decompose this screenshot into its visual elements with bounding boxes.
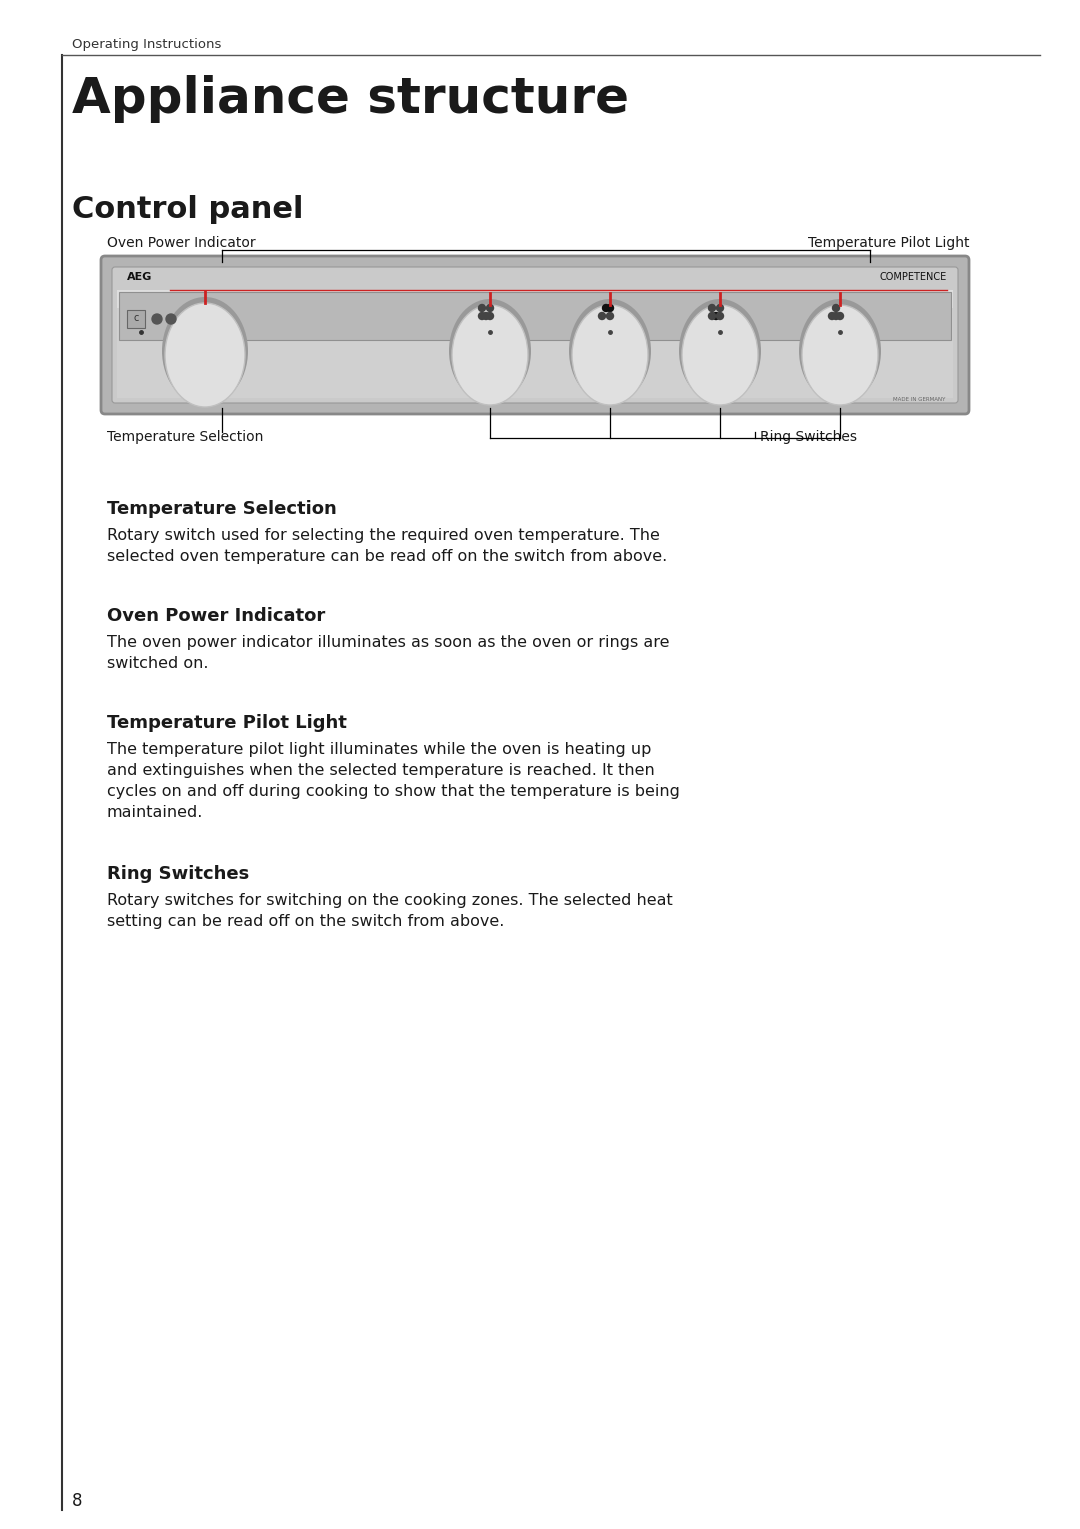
Circle shape: [486, 304, 494, 312]
Text: Temperature Pilot Light: Temperature Pilot Light: [809, 235, 970, 251]
Circle shape: [607, 304, 613, 312]
FancyBboxPatch shape: [102, 255, 969, 414]
Ellipse shape: [799, 300, 881, 404]
Circle shape: [166, 313, 176, 324]
Circle shape: [598, 312, 606, 320]
Circle shape: [708, 312, 715, 320]
Circle shape: [607, 312, 613, 320]
Text: Control panel: Control panel: [72, 196, 303, 225]
Ellipse shape: [681, 304, 758, 405]
Ellipse shape: [569, 300, 651, 404]
Bar: [127, 310, 145, 329]
Circle shape: [716, 304, 724, 312]
Ellipse shape: [449, 300, 531, 404]
Text: c: c: [133, 313, 138, 323]
Ellipse shape: [165, 303, 245, 407]
Text: Appliance structure: Appliance structure: [72, 75, 629, 122]
Text: Rotary switches for switching on the cooking zones. The selected heat
setting ca: Rotary switches for switching on the coo…: [107, 893, 673, 930]
Circle shape: [152, 313, 162, 324]
Bar: [119, 292, 951, 339]
FancyBboxPatch shape: [112, 268, 958, 404]
Circle shape: [708, 304, 715, 312]
Ellipse shape: [802, 304, 878, 405]
Text: Temperature Selection: Temperature Selection: [107, 430, 264, 443]
Text: Ring Switches: Ring Switches: [107, 865, 249, 884]
Text: Temperature Selection: Temperature Selection: [107, 500, 337, 518]
Ellipse shape: [572, 304, 648, 405]
Circle shape: [713, 312, 719, 320]
Bar: [117, 291, 953, 339]
Circle shape: [828, 312, 836, 320]
Text: The oven power indicator illuminates as soon as the oven or rings are
switched o: The oven power indicator illuminates as …: [107, 635, 670, 671]
Text: MADE IN GERMANY: MADE IN GERMANY: [893, 398, 945, 402]
Circle shape: [837, 312, 843, 320]
Text: 8: 8: [72, 1492, 82, 1511]
Circle shape: [603, 304, 609, 312]
Text: Rotary switch used for selecting the required oven temperature. The
selected ove: Rotary switch used for selecting the req…: [107, 528, 667, 564]
Circle shape: [478, 304, 486, 312]
Circle shape: [833, 312, 839, 320]
Ellipse shape: [679, 300, 761, 404]
Text: Ring Switches: Ring Switches: [760, 430, 858, 443]
Circle shape: [486, 312, 494, 320]
Circle shape: [833, 304, 839, 312]
Circle shape: [716, 312, 724, 320]
Text: Oven Power Indicator: Oven Power Indicator: [107, 235, 256, 251]
Ellipse shape: [162, 297, 248, 405]
Circle shape: [478, 312, 486, 320]
Bar: [117, 307, 953, 398]
Text: Temperature Pilot Light: Temperature Pilot Light: [107, 714, 347, 732]
Text: COMPETENCE: COMPETENCE: [880, 272, 947, 281]
Text: AEG: AEG: [127, 272, 152, 281]
Text: The temperature pilot light illuminates while the oven is heating up
and extingu: The temperature pilot light illuminates …: [107, 742, 680, 820]
Text: Operating Instructions: Operating Instructions: [72, 38, 221, 50]
Text: Oven Power Indicator: Oven Power Indicator: [107, 607, 325, 625]
Ellipse shape: [453, 304, 528, 405]
Circle shape: [483, 312, 489, 320]
